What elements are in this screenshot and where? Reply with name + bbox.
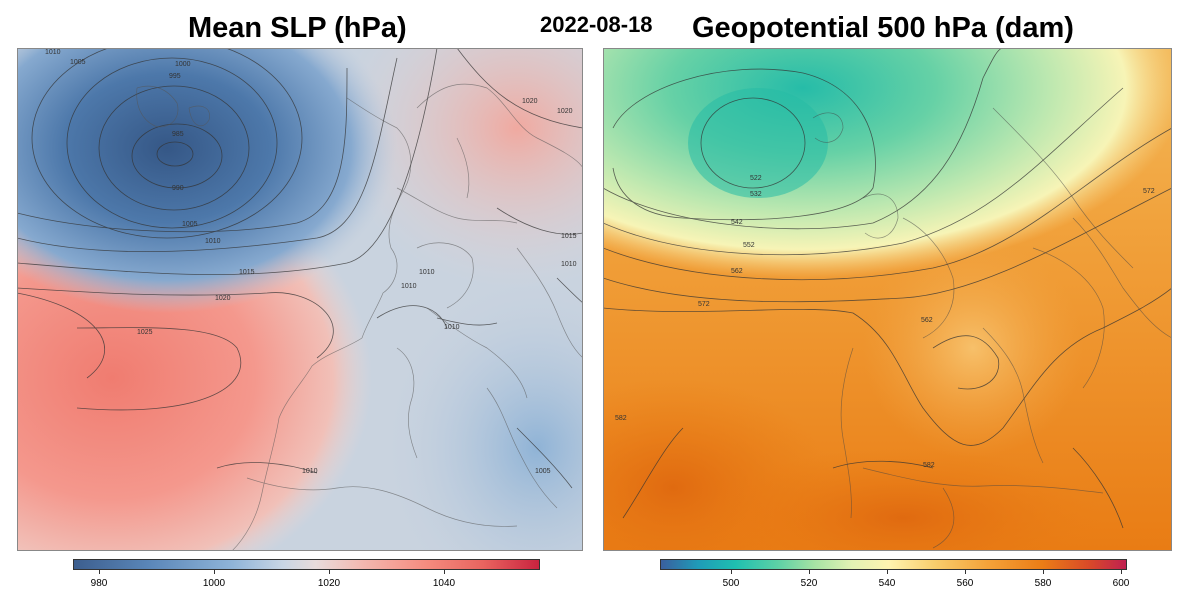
contour-label: 552	[743, 242, 755, 249]
geo-colorbar-tick	[809, 570, 810, 574]
slp-colorbar-label: 1020	[317, 578, 341, 589]
isobar-label: 990	[172, 185, 184, 192]
slp-colorbar-tick	[214, 570, 215, 574]
isobar-label: 1010	[419, 269, 435, 276]
geo-colorbar-label: 560	[956, 578, 974, 589]
geo-colorbar-label: 600	[1112, 578, 1130, 589]
geo-colorbar-label: 580	[1034, 578, 1052, 589]
isobar-label: 1020	[215, 295, 231, 302]
isobar-label: 1010	[444, 324, 460, 331]
isobar-label: 1020	[522, 98, 538, 105]
contour-label: 522	[750, 175, 762, 182]
contour-label: 572	[1143, 188, 1155, 195]
slp-colorbar-tick	[444, 570, 445, 574]
geo-colorbar-label: 520	[800, 578, 818, 589]
isobar-label: 1000	[175, 61, 191, 68]
slp-map-title: Mean SLP (hPa)	[188, 12, 407, 44]
geo-colorbar-label: 540	[878, 578, 896, 589]
geopotential-contours	[603, 48, 1172, 529]
isobar-label: 1005	[70, 59, 86, 66]
geopotential-map-title: Geopotential 500 hPa (dam)	[692, 12, 1074, 44]
geopotential-contour-labels: 522 532 542 552 562 572 562 572 582 582	[615, 175, 1155, 469]
geopotential-colorbar	[660, 559, 1127, 570]
isobar-label: 1010	[205, 238, 221, 245]
isobar-label: 1010	[561, 261, 577, 268]
contour-label: 532	[750, 191, 762, 198]
coastlines	[136, 83, 583, 551]
isobar-label: 1015	[561, 233, 577, 240]
slp-colorbar-label: 980	[90, 578, 108, 589]
contour-label: 582	[923, 462, 935, 469]
geopotential-map: 522 532 542 552 562 572 562 572 582 582	[603, 48, 1172, 551]
isobar-label: 1005	[182, 221, 198, 228]
geo-colorbar-tick	[1121, 570, 1122, 574]
isobar-label: 1010	[45, 49, 61, 56]
isobar-label: 995	[169, 73, 181, 80]
slp-colorbar-tick	[99, 570, 100, 574]
slp-colorbar	[73, 559, 540, 570]
low-pressure-area	[17, 48, 397, 313]
slp-contour-labels: 1010 1005 1000 995 985 990 1005 1010 101…	[45, 49, 577, 475]
isobar-label: 1020	[557, 108, 573, 115]
contour-label: 572	[698, 301, 710, 308]
slp-colorbar-label: 1000	[202, 578, 226, 589]
isobar-label: 1025	[137, 329, 153, 336]
isobar-label: 1015	[239, 269, 255, 276]
date-label: 2022-08-18	[540, 12, 653, 37]
contour-label: 582	[615, 415, 627, 422]
geo-colorbar-tick	[887, 570, 888, 574]
contour-label: 542	[731, 219, 743, 226]
contour-label: 562	[921, 317, 933, 324]
contour-label: 562	[731, 268, 743, 275]
slp-map: 1010 1005 1000 995 985 990 1005 1010 101…	[17, 48, 583, 551]
isobar-label: 1010	[401, 283, 417, 290]
isobar-label: 1005	[535, 468, 551, 475]
slp-map-panel: 1010 1005 1000 995 985 990 1005 1010 101…	[17, 48, 583, 551]
slp-colorbar-tick	[329, 570, 330, 574]
geo-colorbar-label: 500	[722, 578, 740, 589]
isobar-label: 985	[172, 131, 184, 138]
geo-colorbar-tick	[731, 570, 732, 574]
geo-colorbar-tick	[965, 570, 966, 574]
coastlines	[812, 107, 1172, 549]
geo-colorbar-tick	[1043, 570, 1044, 574]
geopotential-map-panel: 522 532 542 552 562 572 562 572 582 582	[603, 48, 1172, 551]
slp-colorbar-label: 1040	[432, 578, 456, 589]
slp-isobars	[17, 48, 583, 489]
isobar-label: 1010	[302, 468, 318, 475]
